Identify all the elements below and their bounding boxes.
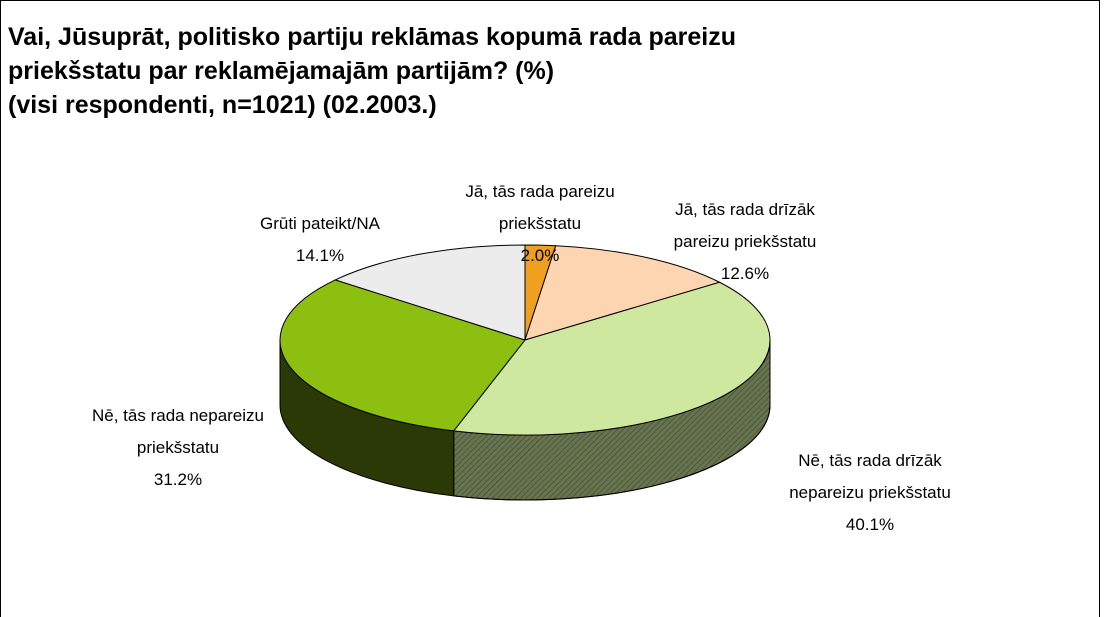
category-label: Jā, tās rada drīzāk pareizu priekšstatu [673,200,817,251]
category-label: Nē, tās rada nepareizu priekšstatu [92,406,264,457]
value-label: 2.0% [520,246,560,265]
chart-title: Vai, Jūsuprāt, politisko partiju reklāma… [8,23,737,119]
value-label: 31.2% [153,470,203,489]
slice [452,281,771,436]
data-label: Nē, tās rada nepareizu priekšstatu 31.2% [83,400,273,496]
category-label: Nē, tās rada drīzāk nepareizu priekšstat… [789,451,951,502]
data-label: Jā, tās rada pareizu priekšstatu 2.0% [455,176,625,272]
data-label: Grūti pateikt/NA 14.1% [230,208,410,272]
slice [524,245,721,341]
category-label: Grūti pateikt/NA [260,214,380,233]
data-label: Jā, tās rada drīzāk pareizu priekšstatu 1… [645,194,845,290]
data-label: Nē, tās rada drīzāk nepareizu priekšstat… [760,445,980,541]
slice [333,244,526,341]
category-label: Jā, tās rada pareizu priekšstatu [465,182,615,233]
value-label: 14.1% [295,246,345,265]
slice [279,279,526,432]
value-label: 40.1% [845,515,895,534]
value-label: 12.6% [720,264,770,283]
